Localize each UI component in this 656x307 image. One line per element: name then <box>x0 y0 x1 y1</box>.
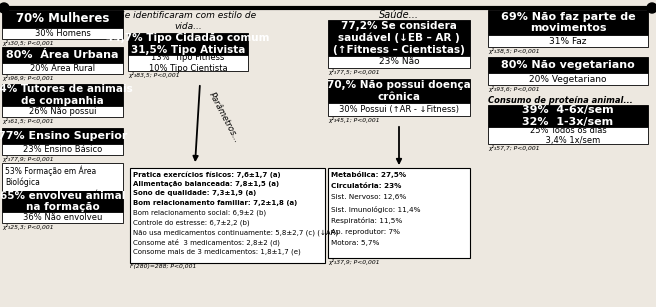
Text: χ²₃96,9; P<0,001: χ²₃96,9; P<0,001 <box>2 75 54 81</box>
Text: 13%  Tipo Fitness
10% Tipo Cientista: 13% Tipo Fitness 10% Tipo Cientista <box>149 53 228 73</box>
Text: 20% Vegetariano: 20% Vegetariano <box>529 75 607 84</box>
Text: χ²₃37,9; P<0,001: χ²₃37,9; P<0,001 <box>328 259 380 265</box>
Text: χ²₃45,1; P<0,001: χ²₃45,1; P<0,001 <box>328 117 380 123</box>
Text: 26% Não possui: 26% Não possui <box>29 107 96 116</box>
Text: 70,% Não possui doença
crônica: 70,% Não possui doença crônica <box>327 80 471 102</box>
Bar <box>328 56 470 68</box>
Bar <box>488 127 648 144</box>
Text: Controle do estresse: 6,7±2,2 (b): Controle do estresse: 6,7±2,2 (b) <box>133 220 250 226</box>
Bar <box>488 105 648 127</box>
Text: 39%  4-6x/sem
32%  1-3x/sem: 39% 4-6x/sem 32% 1-3x/sem <box>522 105 614 127</box>
Bar <box>128 33 248 55</box>
Bar <box>2 212 123 223</box>
Bar <box>2 144 123 155</box>
Bar <box>2 10 123 28</box>
Bar <box>2 63 123 74</box>
Text: Se identificaram com estilo de
vida...: Se identificaram com estilo de vida... <box>119 11 256 31</box>
Text: Sist. Nervoso: 12,6%: Sist. Nervoso: 12,6% <box>331 194 406 200</box>
Text: 77% Ensino Superior: 77% Ensino Superior <box>0 131 127 141</box>
Text: Sono de qualidade: 7,3±1,9 (a): Sono de qualidade: 7,3±1,9 (a) <box>133 190 256 196</box>
Text: Consumo de proteína animal...: Consumo de proteína animal... <box>488 96 633 105</box>
Text: 53% Formação em Área
Biológica
47% Formação fora da Área
Biológica: 53% Formação em Área Biológica 47% Forma… <box>5 165 112 212</box>
Bar <box>328 20 470 56</box>
Circle shape <box>0 3 9 13</box>
Text: Bom relacionamento social: 6,9±2 (b): Bom relacionamento social: 6,9±2 (b) <box>133 210 266 216</box>
Text: Sist. Imunológico: 11,4%: Sist. Imunológico: 11,4% <box>331 206 420 213</box>
Bar <box>488 35 648 47</box>
Text: 69% Não faz parte de
movimentos: 69% Não faz parte de movimentos <box>501 12 635 33</box>
Bar <box>488 57 648 73</box>
Bar <box>130 168 325 263</box>
Text: F(280)=288; P<0,001: F(280)=288; P<0,001 <box>130 264 196 269</box>
Text: χ²₃93,6; P<0,001: χ²₃93,6; P<0,001 <box>488 86 540 92</box>
Circle shape <box>647 3 656 13</box>
Text: Circulatória: 23%: Circulatória: 23% <box>331 183 401 188</box>
Text: Consome até  3 medicamentos: 2,8±2 (d): Consome até 3 medicamentos: 2,8±2 (d) <box>133 239 280 246</box>
Text: 31% Faz: 31% Faz <box>549 37 586 45</box>
Bar <box>2 191 123 212</box>
Text: Consome mais de 3 medicamentos: 1,8±1,7 (e): Consome mais de 3 medicamentos: 1,8±1,7 … <box>133 249 300 255</box>
Text: χ²₃83,5; P<0,001: χ²₃83,5; P<0,001 <box>128 72 180 78</box>
Text: Ap. reprodutor: 7%: Ap. reprodutor: 7% <box>331 229 400 235</box>
Text: 80% Não vegetariano: 80% Não vegetariano <box>501 60 635 70</box>
Bar <box>488 10 648 35</box>
Text: Motora: 5,7%: Motora: 5,7% <box>331 240 379 246</box>
Text: Metabólica: 27,5%: Metabólica: 27,5% <box>331 171 406 178</box>
Text: Pratica exercícios físicos: 7,6±1,7 (a): Pratica exercícios físicos: 7,6±1,7 (a) <box>133 171 281 177</box>
Text: 30% Homens: 30% Homens <box>35 29 91 38</box>
Text: Não usa medicamentos continuamente: 5,8±2,7 (c) (↓AR): Não usa medicamentos continuamente: 5,8±… <box>133 229 338 236</box>
Bar <box>328 168 470 258</box>
Text: χ²₃25,3; P<0,001: χ²₃25,3; P<0,001 <box>2 224 54 230</box>
Bar <box>2 84 123 106</box>
Text: 77,2% Se considera
saudável (↓EB – AR )
(↑Fitness – Cientistas): 77,2% Se considera saudável (↓EB – AR ) … <box>333 21 465 55</box>
Bar <box>2 163 123 191</box>
Text: χ²₃38,5; P<0,001: χ²₃38,5; P<0,001 <box>488 48 540 54</box>
Bar <box>328 79 470 103</box>
Bar <box>2 28 123 39</box>
Text: 30% Possui (↑AR - ↓Fitness): 30% Possui (↑AR - ↓Fitness) <box>339 105 459 114</box>
Text: χ²₃57,7; P<0,001: χ²₃57,7; P<0,001 <box>488 145 540 151</box>
Text: 80%  Área Urbana: 80% Área Urbana <box>7 50 119 60</box>
Bar <box>328 103 470 116</box>
Bar <box>2 47 123 63</box>
Text: χ²₃77,5; P<0,001: χ²₃77,5; P<0,001 <box>328 69 380 75</box>
Text: 74% Tutores de animais
de companhia: 74% Tutores de animais de companhia <box>0 84 133 106</box>
Text: 25% Todos os dias
    3,4% 1x/sem: 25% Todos os dias 3,4% 1x/sem <box>529 126 606 145</box>
Text: 44,7% Tipo Cidadão comum
31,5% Tipo Ativista: 44,7% Tipo Cidadão comum 31,5% Tipo Ativ… <box>106 33 270 55</box>
Text: χ²₃30,5; P<0,001: χ²₃30,5; P<0,001 <box>2 40 54 46</box>
Bar <box>128 55 248 71</box>
Text: χ²₃61,5; P<0,001: χ²₃61,5; P<0,001 <box>2 118 54 124</box>
Text: Parâmetros...: Parâmetros... <box>207 91 241 145</box>
Bar <box>2 128 123 144</box>
Text: Bom relacionamento familiar: 7,2±1,8 (a): Bom relacionamento familiar: 7,2±1,8 (a) <box>133 200 297 206</box>
Text: Saúde...: Saúde... <box>379 10 419 20</box>
Text: Alimentação balanceada: 7,8±1,5 (a): Alimentação balanceada: 7,8±1,5 (a) <box>133 181 279 187</box>
Text: 23% Ensino Básico: 23% Ensino Básico <box>23 145 102 154</box>
Bar <box>2 106 123 117</box>
Text: 36% Não envolveu: 36% Não envolveu <box>23 213 102 222</box>
Text: 65% envolveu animal
na formação: 65% envolveu animal na formação <box>0 191 125 212</box>
Text: 70% Mulheres: 70% Mulheres <box>16 13 109 25</box>
Text: 23% Não: 23% Não <box>379 57 419 67</box>
Bar <box>488 73 648 85</box>
Text: Respiratória: 11,5%: Respiratória: 11,5% <box>331 217 402 224</box>
Text: χ²₃77,9; P<0,001: χ²₃77,9; P<0,001 <box>2 156 54 162</box>
Text: 20% Área Rural: 20% Área Rural <box>30 64 95 73</box>
